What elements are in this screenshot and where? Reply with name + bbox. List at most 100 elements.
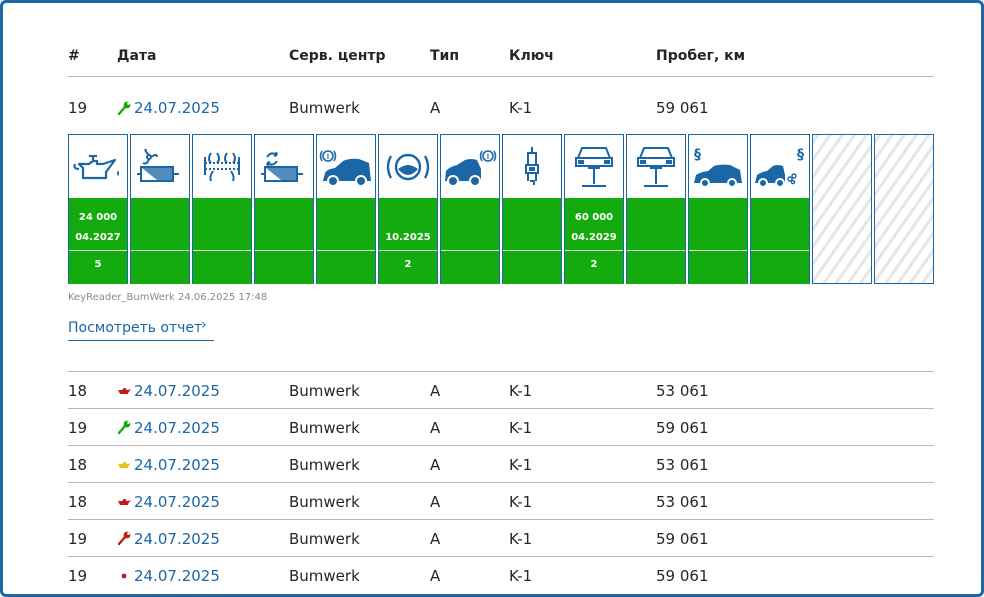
wrench-icon [117, 420, 131, 435]
header-type[interactable]: Тип [430, 48, 460, 64]
header-service[interactable]: Серв. центр [289, 48, 386, 64]
service-card[interactable] [502, 134, 562, 284]
row-num: 18 [68, 493, 88, 511]
row-date-link[interactable]: 24.07.2025 [134, 456, 220, 474]
row-num: 18 [68, 456, 88, 474]
row-key: K-1 [509, 456, 533, 474]
front-brake-icon: ! [319, 149, 371, 187]
service-card[interactable]: 60 000 04.2029 2 [564, 134, 624, 284]
svg-text:!: ! [486, 153, 489, 161]
service-card[interactable]: ! [316, 134, 376, 284]
row-date-link[interactable]: 24.07.2025 [134, 419, 220, 437]
row-key: K-1 [509, 530, 533, 548]
vehicle-check-icon [575, 146, 613, 187]
oil-service-icon [73, 154, 119, 179]
brake-fluid-icon [386, 153, 430, 180]
row-mileage: 53 061 [656, 382, 709, 400]
row-type: A [430, 382, 441, 400]
row-date-link[interactable]: 24.07.2025 [134, 99, 220, 117]
row-date-link[interactable]: 24.07.2025 [134, 567, 220, 585]
card-count: 2 [404, 259, 412, 270]
row-date-link[interactable]: 24.07.2025 [134, 493, 220, 511]
row-service: Bumwerk [289, 493, 360, 511]
view-report-link[interactable]: Посмотреть отчет › [68, 317, 214, 341]
service-card[interactable] [192, 134, 252, 284]
card-count: 5 [94, 259, 102, 270]
header-mileage[interactable]: Пробег, км [656, 48, 746, 64]
row-key: K-1 [509, 419, 533, 437]
dot-icon [121, 573, 127, 579]
table-row[interactable]: 18 24.07.2025 Bumwerk A K-1 53 061 [68, 372, 934, 409]
service-card[interactable]: § [688, 134, 748, 284]
card-date: 10.2025 [385, 232, 431, 243]
header-date[interactable]: Дата [117, 48, 157, 64]
row-mileage: 59 061 [656, 567, 709, 585]
view-report-label: Посмотреть отчет [68, 320, 203, 336]
empty-service-slot [874, 134, 934, 284]
service-card[interactable] [130, 134, 190, 284]
row-key: K-1 [509, 493, 533, 511]
row-key: K-1 [509, 99, 533, 117]
service-card[interactable] [626, 134, 686, 284]
oil-can-icon [118, 388, 131, 394]
table-row[interactable]: 18 24.07.2025 Bumwerk A K-1 53 061 [68, 446, 934, 483]
service-card[interactable] [254, 134, 314, 284]
service-items-grid: 24 000 04.2027 5 [68, 134, 934, 284]
row-service: Bumwerk [289, 419, 360, 437]
row-type: A [430, 567, 441, 585]
row-service: Bumwerk [289, 456, 360, 474]
service-history-table: # Дата Серв. центр Тип Ключ Пробег, км 1… [68, 3, 934, 585]
wrench-icon [117, 531, 131, 546]
svg-text:§: § [694, 147, 701, 163]
header-num: # [68, 48, 80, 64]
row-type: A [430, 419, 441, 437]
row-mileage: 59 061 [656, 419, 709, 437]
table-row-expanded[interactable]: 19 24.07.2025 Bumwerk A K-1 59 061 [68, 77, 934, 134]
table-row[interactable]: 19 24.07.2025 Bumwerk A K-1 59 061 [68, 520, 934, 557]
data-source-label: KeyReader_BumWerk 24.06.2025 17:48 [68, 292, 268, 303]
row-type: A [430, 493, 441, 511]
oil-can-icon [118, 462, 131, 468]
card-date: 04.2029 [571, 232, 617, 243]
vehicle-lift-icon [637, 146, 675, 187]
oil-can-icon [118, 499, 131, 505]
row-type: A [430, 456, 441, 474]
header-key[interactable]: Ключ [509, 48, 554, 64]
service-history-list: 18 24.07.2025 Bumwerk A K-1 53 061 19 24… [68, 371, 934, 594]
service-card[interactable]: 10.2025 2 [378, 134, 438, 284]
svg-text:§: § [797, 147, 804, 163]
service-card[interactable]: 24 000 04.2027 5 [68, 134, 128, 284]
rear-brake-icon: ! [445, 149, 497, 187]
row-date-link[interactable]: 24.07.2025 [134, 530, 220, 548]
row-type: A [430, 530, 441, 548]
row-num: 19 [68, 567, 88, 585]
table-header: # Дата Серв. центр Тип Ключ Пробег, км [68, 3, 934, 77]
row-service: Bumwerk [289, 99, 360, 117]
row-type: A [430, 99, 441, 117]
table-row[interactable]: 18 24.07.2025 Bumwerk A K-1 53 061 [68, 483, 934, 520]
service-card[interactable]: § [750, 134, 810, 284]
air-filter-icon [204, 151, 240, 181]
card-date: 04.2027 [75, 232, 121, 243]
row-mileage: 53 061 [656, 493, 709, 511]
table-row[interactable]: 19 24.07.2025 Bumwerk A K-1 59 061 [68, 557, 934, 594]
table-row[interactable]: 19 24.07.2025 Bumwerk A K-1 59 061 [68, 409, 934, 446]
cabin-air-filter-icon [137, 148, 179, 182]
legal-inspection-icon: § [694, 147, 742, 188]
row-service: Bumwerk [289, 530, 360, 548]
row-key: K-1 [509, 567, 533, 585]
wrench-icon [117, 101, 131, 116]
row-date-link[interactable]: 24.07.2025 [134, 382, 220, 400]
fuel-filter-icon [261, 151, 303, 182]
emissions-inspection-icon: § [755, 147, 804, 188]
row-num: 19 [68, 530, 88, 548]
service-card[interactable]: ! [440, 134, 500, 284]
row-num: 18 [68, 382, 88, 400]
card-count: 2 [590, 259, 598, 270]
spark-plug-icon [525, 146, 539, 185]
row-mileage: 59 061 [656, 99, 709, 117]
row-service: Bumwerk [289, 382, 360, 400]
svg-text:!: ! [326, 153, 329, 161]
row-key: K-1 [509, 382, 533, 400]
